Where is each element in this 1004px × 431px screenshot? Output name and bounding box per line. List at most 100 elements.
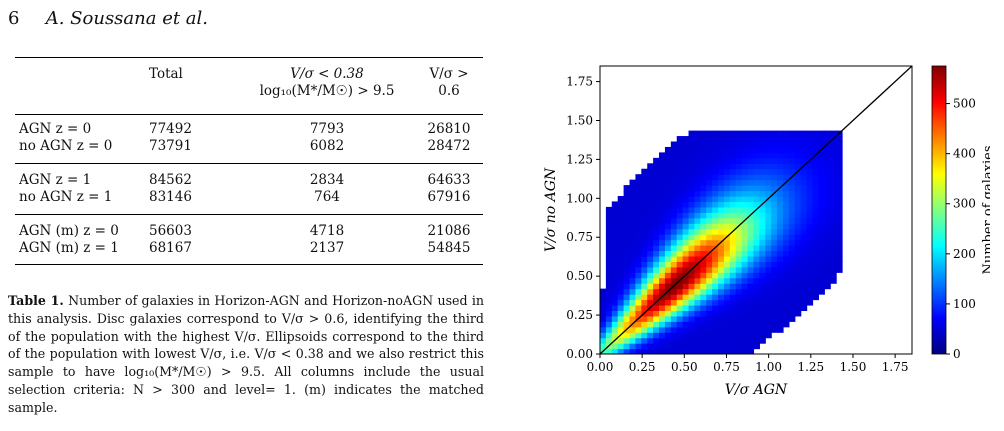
x-tick-label: 0.50: [671, 360, 698, 374]
heatmap-cell: [694, 343, 701, 350]
heatmap-cell: [741, 157, 749, 164]
heatmap-cell: [641, 174, 648, 181]
heatmap-cell: [653, 348, 660, 354]
heatmap-cell: [729, 141, 737, 148]
heatmap-cell: [682, 310, 690, 317]
heatmap-cell: [830, 179, 837, 186]
heatmap-cell: [818, 136, 825, 143]
heatmap-cell: [818, 277, 825, 284]
heatmap-cell: [777, 288, 784, 295]
heatmap-cell: [670, 223, 678, 230]
heatmap-cell: [782, 255, 790, 262]
heatmap-cell: [694, 337, 701, 344]
heatmap-cell: [718, 261, 725, 268]
heatmap-cell: [759, 277, 766, 284]
heatmap-cell: [712, 136, 719, 143]
heatmap-cell: [818, 250, 825, 257]
heatmap-cell: [782, 152, 790, 159]
heatmap-cell: [729, 201, 737, 208]
heatmap-cell: [753, 212, 760, 219]
heatmap-cell: [617, 201, 625, 208]
heatmap-cell: [659, 239, 666, 246]
heatmap-cell: [800, 212, 808, 219]
heatmap-cell: [806, 234, 814, 241]
heatmap-cell: [777, 179, 784, 186]
heatmap-cell: [629, 201, 637, 208]
heatmap-cell: [605, 228, 613, 235]
heatmap-cell: [659, 266, 666, 273]
heatmap-cell: [729, 266, 737, 273]
col-header-ellipsoid: V/σ < 0.38 log₁₀(M*/M☉) > 9.5: [239, 58, 415, 101]
heatmap-cell: [659, 321, 666, 328]
heatmap-cell: [647, 321, 654, 328]
heatmap-cell: [765, 212, 772, 219]
heatmap-cell: [706, 212, 713, 219]
heatmap-cell: [777, 261, 784, 268]
heatmap-cell: [723, 190, 731, 197]
heatmap-cell: [629, 206, 637, 213]
heatmap-cell: [824, 255, 831, 262]
heatmap-cell: [818, 195, 825, 203]
heatmap-cell: [676, 348, 684, 354]
heatmap-cell: [729, 343, 737, 350]
heatmap-cell: [765, 157, 772, 164]
heatmap-cell: [735, 299, 743, 306]
heatmap-cell: [836, 234, 843, 241]
heatmap-cell: [777, 326, 784, 333]
heatmap-cell: [605, 212, 613, 219]
heatmap-cell: [712, 310, 719, 317]
heatmap-cell: [659, 288, 666, 295]
heatmap-cell: [800, 272, 808, 279]
heatmap-cell: [741, 146, 749, 154]
heatmap-cell: [777, 277, 784, 284]
heatmap-cell: [688, 272, 696, 279]
heatmap-cell: [741, 190, 749, 197]
heatmap-cell: [741, 272, 749, 279]
heatmap-cell: [777, 272, 784, 279]
heatmap-cell: [653, 332, 660, 339]
heatmap-cell: [641, 343, 648, 350]
heatmap-cell: [729, 288, 737, 295]
heatmap-cell: [765, 245, 772, 252]
heatmap-cell: [747, 245, 755, 252]
heatmap-cell: [611, 304, 619, 312]
heatmap-cell: [818, 255, 825, 262]
heatmap-cell: [747, 337, 755, 344]
heatmap-cell: [706, 130, 713, 137]
heatmap-cell: [694, 294, 701, 301]
heatmap-cell: [836, 239, 843, 246]
heatmap-cell: [800, 168, 808, 175]
heatmap-cell: [647, 234, 654, 241]
heatmap-cell: [836, 245, 843, 252]
heatmap-cell: [824, 261, 831, 268]
heatmap-cell: [664, 321, 672, 328]
heatmap-cell: [759, 239, 766, 246]
heatmap-cell: [700, 299, 707, 306]
heatmap-cell: [806, 272, 814, 279]
heatmap-cell: [771, 168, 778, 175]
heatmap-cell: [729, 157, 737, 164]
heatmap-cell: [641, 168, 648, 175]
heatmap-cell: [723, 332, 731, 339]
heatmap-cell: [723, 185, 731, 192]
heatmap-cell: [753, 288, 760, 295]
heatmap-cell: [777, 201, 784, 208]
heatmap-cell: [688, 299, 696, 306]
heatmap-cell: [688, 217, 696, 224]
heatmap-cell: [753, 201, 760, 208]
heatmap-cell: [694, 299, 701, 306]
heatmap-cell: [653, 228, 660, 235]
heatmap-cell: [706, 206, 713, 213]
heatmap-cell: [747, 261, 755, 268]
heatmap-cell: [659, 299, 666, 306]
heatmap-cell: [718, 245, 725, 252]
heatmap-cell: [647, 168, 654, 175]
heatmap-cell: [670, 348, 678, 354]
heatmap-cell: [735, 179, 743, 186]
heatmap-cell: [718, 255, 725, 262]
x-tick-label: 0.00: [587, 360, 614, 374]
heatmap-cell: [800, 217, 808, 224]
heatmap-cell: [729, 163, 737, 170]
heatmap-cell: [729, 315, 737, 322]
heatmap-cell: [729, 212, 737, 219]
